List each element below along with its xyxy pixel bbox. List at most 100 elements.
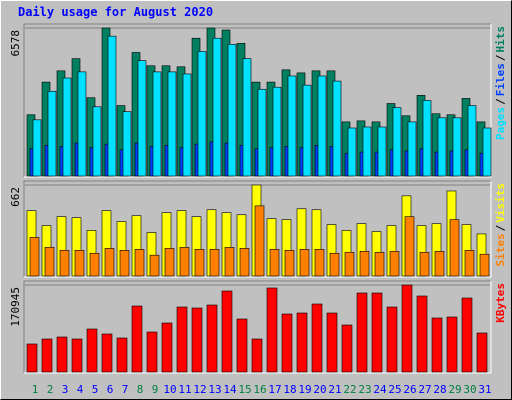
bar <box>311 303 323 373</box>
x-tick-label: 20 <box>313 383 326 396</box>
legend-entry: Pages <box>494 107 507 140</box>
bar <box>221 290 233 373</box>
x-tick-label: 17 <box>268 383 281 396</box>
bar <box>56 336 68 373</box>
bar <box>137 60 147 177</box>
bar <box>317 75 327 177</box>
bar <box>104 248 115 277</box>
panel-border <box>23 280 491 373</box>
bar <box>377 126 387 177</box>
bar <box>272 86 282 177</box>
bar <box>344 251 355 277</box>
bar <box>77 71 87 177</box>
bar <box>236 318 248 373</box>
bar <box>122 111 132 177</box>
bar <box>356 292 368 373</box>
x-tick-label: 24 <box>373 383 387 396</box>
bar <box>239 248 250 277</box>
x-tick-label: 12 <box>193 383 206 396</box>
bar <box>407 121 417 177</box>
x-tick-label: 5 <box>92 383 99 396</box>
bar <box>107 35 117 177</box>
x-tick-label: 30 <box>463 383 476 396</box>
legend-entry: Sites <box>494 233 507 266</box>
x-tick-label: 10 <box>163 383 176 396</box>
x-tick-label: 7 <box>122 383 129 396</box>
bar <box>362 126 372 177</box>
bar <box>296 312 308 373</box>
bar <box>74 250 85 277</box>
x-tick-label: 29 <box>448 383 461 396</box>
bar <box>449 219 460 277</box>
legend-separator: / <box>494 54 507 61</box>
bar <box>47 90 57 177</box>
x-tick-label: 3 <box>62 383 69 396</box>
x-tick-label: 2 <box>47 383 54 396</box>
bar <box>479 253 490 277</box>
x-tick-label: 11 <box>178 383 191 396</box>
bar <box>281 313 293 373</box>
bar <box>371 292 383 373</box>
legend-entry: KBytes <box>494 283 507 323</box>
bar <box>119 250 130 277</box>
chart-title: Daily usage for August 2020 <box>18 5 213 19</box>
bar <box>191 307 203 373</box>
y-tick-label: 662 <box>9 187 22 207</box>
bar <box>164 248 175 277</box>
bar <box>416 295 428 373</box>
bar <box>299 249 310 277</box>
x-tick-label: 19 <box>298 383 311 396</box>
legend: Sites /Visits <box>494 183 507 267</box>
bar <box>287 75 297 177</box>
bar <box>206 304 218 373</box>
bar <box>284 250 295 277</box>
bar <box>194 249 205 277</box>
bar <box>44 246 55 277</box>
bar <box>386 306 398 373</box>
bar <box>131 305 143 373</box>
bar <box>404 216 415 277</box>
bar <box>209 249 220 277</box>
bar <box>302 84 312 177</box>
bar <box>401 284 413 373</box>
bar <box>254 205 265 277</box>
bar <box>134 249 145 277</box>
bar <box>482 127 492 177</box>
bar <box>152 71 162 177</box>
x-tick-label: 23 <box>358 383 371 396</box>
bar <box>71 338 83 373</box>
x-tick-label: 26 <box>403 383 416 396</box>
bar <box>59 250 70 277</box>
y-tick-label: 6578 <box>9 30 22 57</box>
panel-border <box>24 281 492 374</box>
bar <box>92 106 102 177</box>
bar <box>251 338 263 373</box>
bar <box>347 127 357 177</box>
bar <box>212 37 222 177</box>
bar <box>326 312 338 373</box>
bar <box>392 107 402 177</box>
panel-border <box>23 23 491 177</box>
bar <box>332 80 342 177</box>
bar <box>167 71 177 177</box>
bar <box>422 100 432 177</box>
x-tick-label: 14 <box>223 383 237 396</box>
panel-border <box>24 24 492 178</box>
x-tick-label: 6 <box>107 383 114 396</box>
bar <box>452 117 462 177</box>
bar <box>434 250 445 277</box>
bar <box>182 73 192 177</box>
bar <box>149 254 160 277</box>
bar <box>329 252 340 277</box>
bar <box>146 331 158 373</box>
bar <box>374 251 385 277</box>
bar <box>461 297 473 373</box>
bar <box>26 343 38 373</box>
bar <box>431 317 443 373</box>
legend-separator: / <box>494 98 507 105</box>
bar <box>62 77 72 177</box>
bar <box>242 58 252 177</box>
